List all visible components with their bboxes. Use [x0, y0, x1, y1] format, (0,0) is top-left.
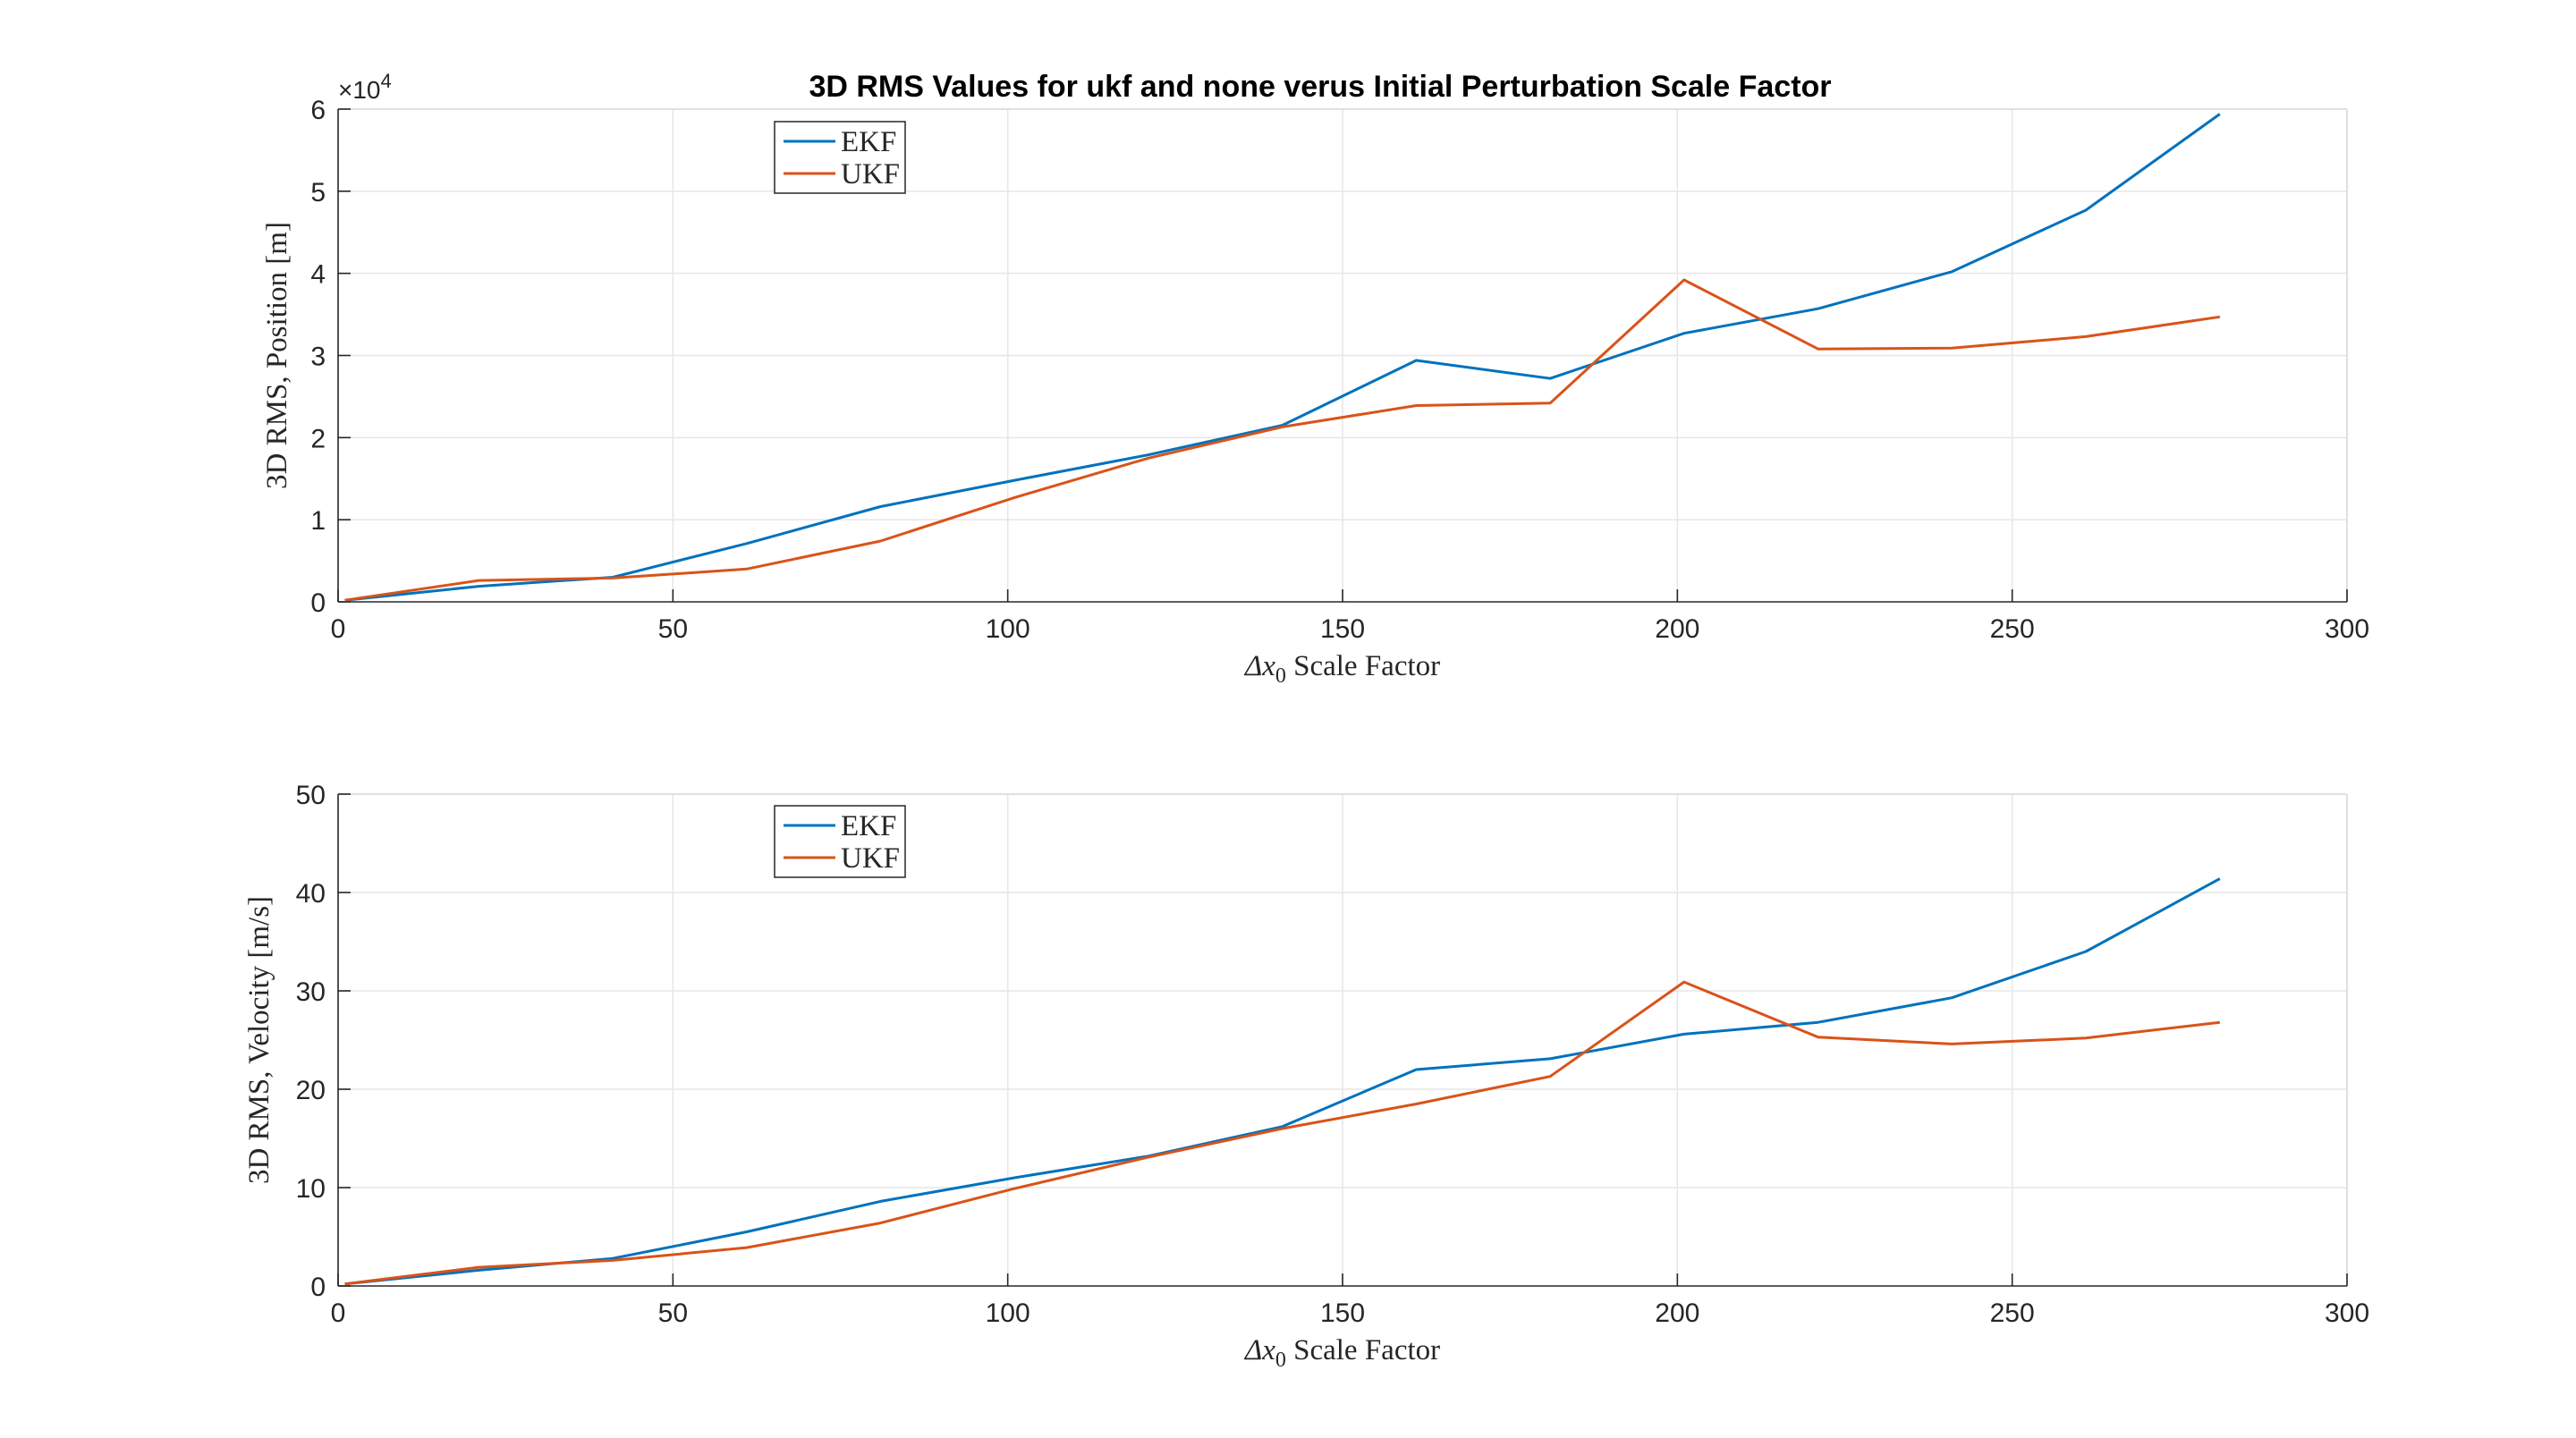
x-tick-label: 200 — [1655, 614, 1699, 644]
series-line-ukf — [344, 278, 2221, 602]
legend-label-ukf: UKF — [841, 158, 900, 190]
y-tick-label: 30 — [296, 977, 326, 1007]
legend-label-ekf: EKF — [841, 126, 896, 158]
x-tick-label: 300 — [2325, 1298, 2369, 1328]
legend-label-ekf: EKF — [841, 810, 896, 842]
y-tick-label: 10 — [296, 1174, 326, 1204]
y-tick-label: 5 — [310, 178, 326, 207]
y-tick-label: 20 — [296, 1076, 326, 1105]
series-line-ekf — [344, 877, 2221, 1286]
series-line-ukf — [344, 980, 2220, 1286]
y-axis-label: 3D RMS, Position [m] — [261, 222, 293, 489]
x-axis-label: Δx0 Scale Factor — [1243, 650, 1440, 688]
x-tick-label: 150 — [1320, 1298, 1365, 1328]
x-tick-label: 50 — [658, 1298, 688, 1328]
x-tick-label: 0 — [331, 614, 346, 644]
y-axis-label: 3D RMS, Velocity [m/s] — [243, 896, 275, 1184]
legend-label-ukf: UKF — [841, 842, 900, 875]
series-line-ekf — [344, 113, 2221, 602]
figure-title: 3D RMS Values for ukf and none verus Ini… — [809, 70, 1831, 104]
y-tick-label: 6 — [310, 96, 326, 125]
y-tick-label: 4 — [310, 260, 326, 290]
y-tick-label: 3 — [310, 343, 326, 372]
x-tick-label: 0 — [331, 1298, 346, 1328]
legend-box — [774, 805, 906, 878]
x-tick-label: 300 — [2325, 614, 2369, 644]
y-tick-label: 50 — [296, 781, 326, 810]
x-tick-label: 100 — [986, 1298, 1030, 1328]
legend-box — [774, 121, 906, 194]
y-tick-label: 2 — [310, 424, 326, 453]
x-tick-label: 250 — [1990, 1298, 2035, 1328]
x-tick-label: 50 — [658, 614, 688, 644]
velocity-rms-plot: 0 50 100 150 200 250 300 0 10 20 30 40 50 Δx0 Scale F… — [243, 781, 2369, 1372]
y-exponent-label: ×104 — [338, 70, 392, 104]
y-tick-label: 1 — [310, 506, 326, 536]
y-tick-label: 40 — [296, 879, 326, 909]
x-axis-label: Δx0 Scale Factor — [1243, 1334, 1440, 1372]
position-rms-plot: 0 50 100 150 200 250 300 0 1 2 3 4 5 6 ×104 Δx0 Scale F… — [261, 70, 2369, 688]
x-tick-label: 100 — [986, 614, 1030, 644]
y-tick-label: 0 — [310, 1273, 326, 1302]
x-tick-label: 250 — [1990, 614, 2035, 644]
y-tick-label: 0 — [310, 588, 326, 618]
x-tick-label: 150 — [1320, 614, 1365, 644]
x-tick-label: 200 — [1655, 1298, 1699, 1328]
